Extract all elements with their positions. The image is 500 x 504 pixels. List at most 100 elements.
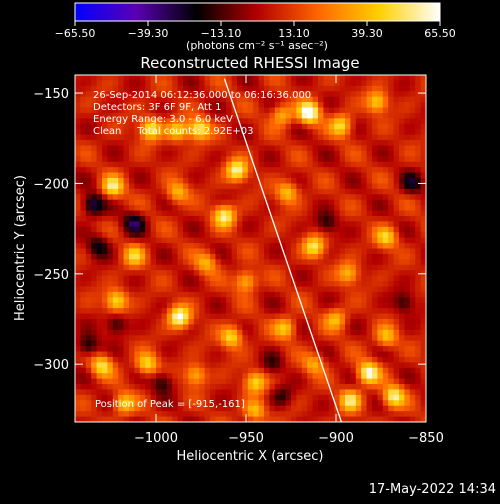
heatmap-cell bbox=[199, 102, 206, 109]
heatmap-cell bbox=[85, 205, 92, 212]
heatmap-cell bbox=[161, 161, 168, 168]
heatmap-cell bbox=[215, 248, 222, 255]
heatmap-cell bbox=[307, 351, 314, 358]
heatmap-cell bbox=[118, 335, 125, 342]
heatmap-cell bbox=[166, 373, 173, 380]
heatmap-cell bbox=[166, 232, 173, 239]
heatmap-cell bbox=[377, 183, 384, 190]
heatmap-cell bbox=[361, 270, 368, 277]
heatmap-cell bbox=[220, 145, 227, 152]
heatmap-cell bbox=[237, 367, 243, 374]
heatmap-cell bbox=[231, 302, 238, 309]
heatmap-cell bbox=[258, 362, 265, 369]
heatmap-cell bbox=[269, 275, 276, 282]
heatmap-cell bbox=[226, 221, 233, 228]
heatmap-cell bbox=[361, 107, 368, 114]
heatmap-cell bbox=[420, 91, 426, 98]
heatmap-cell bbox=[350, 210, 357, 217]
heatmap-cell bbox=[102, 102, 108, 109]
heatmap-cell bbox=[280, 270, 287, 277]
heatmap-cell bbox=[388, 140, 395, 147]
heatmap-cell bbox=[345, 264, 351, 271]
heatmap-cell bbox=[183, 389, 189, 396]
heatmap-cell bbox=[318, 286, 324, 293]
heatmap-cell bbox=[258, 275, 265, 282]
heatmap-cell bbox=[199, 80, 206, 87]
heatmap-cell bbox=[177, 243, 184, 250]
heatmap-cell bbox=[112, 384, 119, 391]
heatmap-cell bbox=[404, 373, 411, 380]
heatmap-cell bbox=[102, 210, 108, 217]
heatmap-cell bbox=[226, 297, 233, 304]
heatmap-cell bbox=[247, 145, 254, 152]
heatmap-cell bbox=[204, 134, 211, 141]
heatmap-cell bbox=[312, 96, 319, 103]
heatmap-cell bbox=[129, 112, 135, 119]
heatmap-cell bbox=[118, 308, 125, 315]
heatmap-cell bbox=[91, 199, 98, 206]
heatmap-cell bbox=[415, 199, 422, 206]
heatmap-cell bbox=[355, 85, 362, 92]
heatmap-cell bbox=[80, 232, 87, 239]
heatmap-cell bbox=[177, 145, 184, 152]
heatmap-cell bbox=[210, 346, 216, 353]
heatmap-cell bbox=[274, 102, 281, 109]
heatmap-cell bbox=[172, 351, 179, 358]
heatmap-cell bbox=[156, 172, 162, 179]
heatmap-cell bbox=[139, 281, 146, 288]
heatmap-cell bbox=[193, 340, 200, 347]
heatmap-cell bbox=[156, 91, 162, 98]
heatmap-cell bbox=[96, 308, 103, 315]
heatmap-cell bbox=[210, 194, 216, 201]
heatmap-cell bbox=[296, 356, 303, 363]
heatmap-cell bbox=[296, 134, 303, 141]
heatmap-cell bbox=[107, 362, 114, 369]
heatmap-cell bbox=[264, 75, 270, 82]
heatmap-cell bbox=[199, 302, 206, 309]
heatmap-cell bbox=[75, 243, 81, 250]
heatmap-cell bbox=[156, 178, 162, 185]
heatmap-cell bbox=[85, 96, 92, 103]
heatmap-cell bbox=[415, 324, 422, 331]
heatmap-cell bbox=[172, 156, 179, 163]
heatmap-cell bbox=[85, 416, 92, 422]
heatmap-cell bbox=[393, 145, 400, 152]
heatmap-cell bbox=[199, 232, 206, 239]
heatmap-cell bbox=[80, 286, 87, 293]
heatmap-cell bbox=[393, 340, 400, 347]
heatmap-cell bbox=[285, 248, 292, 255]
heatmap-cell bbox=[226, 405, 233, 412]
heatmap-cell bbox=[399, 324, 405, 331]
heatmap-cell bbox=[372, 226, 378, 233]
heatmap-cell bbox=[150, 183, 157, 190]
heatmap-cell bbox=[339, 134, 346, 141]
heatmap-cell bbox=[156, 378, 162, 385]
heatmap-cell bbox=[323, 140, 330, 147]
heatmap-cell bbox=[177, 411, 184, 418]
heatmap-cell bbox=[318, 232, 324, 239]
heatmap-cell bbox=[264, 156, 270, 163]
heatmap-cell bbox=[145, 215, 152, 222]
heatmap-cell bbox=[258, 411, 265, 418]
heatmap-cell bbox=[404, 156, 411, 163]
heatmap-cell bbox=[231, 150, 238, 157]
heatmap-cell bbox=[393, 112, 400, 119]
heatmap-cell bbox=[161, 297, 168, 304]
heatmap-cell bbox=[226, 329, 233, 336]
heatmap-cell bbox=[139, 205, 146, 212]
heatmap-cell bbox=[274, 324, 281, 331]
heatmap-cell bbox=[415, 373, 422, 380]
heatmap-cell bbox=[199, 313, 206, 320]
heatmap-cell bbox=[220, 264, 227, 271]
heatmap-cell bbox=[280, 346, 287, 353]
heatmap-cell bbox=[193, 107, 200, 114]
heatmap-cell bbox=[166, 367, 173, 374]
heatmap-cell bbox=[415, 226, 422, 233]
heatmap-cell bbox=[188, 291, 195, 298]
heatmap-cell bbox=[318, 215, 324, 222]
heatmap-cell bbox=[296, 373, 303, 380]
heatmap-cell bbox=[161, 167, 168, 174]
heatmap-cell bbox=[382, 373, 389, 380]
heatmap-cell bbox=[285, 107, 292, 114]
heatmap-cell bbox=[307, 134, 314, 141]
